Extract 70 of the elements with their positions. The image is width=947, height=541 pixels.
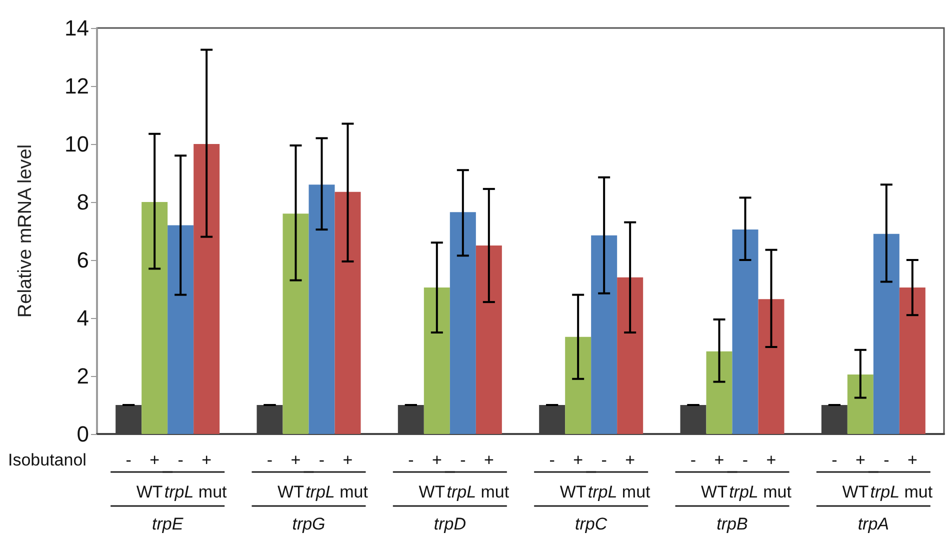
text: + <box>573 450 584 470</box>
text: trpL mut <box>446 482 510 502</box>
text: + <box>625 450 636 470</box>
text: + <box>484 450 494 470</box>
text: WT <box>418 482 446 502</box>
y-tick-label: 8 <box>76 190 89 214</box>
x-tick-label: trpC <box>575 514 608 534</box>
text: + <box>766 450 776 470</box>
text: trpL mut <box>588 482 650 502</box>
x-tick-label: trpA <box>858 514 890 534</box>
text: + <box>855 450 866 470</box>
bar <box>450 212 476 434</box>
text: - <box>884 450 890 470</box>
text: - <box>690 450 696 470</box>
text: Isobutanol <box>8 450 86 470</box>
text: WT <box>560 482 586 502</box>
text: + <box>150 450 160 470</box>
bar <box>565 336 592 434</box>
bar <box>591 235 618 434</box>
text: trpL mut <box>306 482 368 502</box>
y-tick-label: 4 <box>76 306 89 330</box>
text: - <box>178 450 184 470</box>
text: - <box>460 450 466 470</box>
text: - <box>126 450 132 470</box>
bar <box>873 234 900 434</box>
text: + <box>202 450 212 470</box>
y-tick-label: 0 <box>76 422 89 446</box>
x-tick-label: trpB <box>716 514 748 534</box>
text: + <box>907 450 918 470</box>
text: + <box>290 450 301 470</box>
bar <box>706 351 732 434</box>
text: - <box>742 450 748 470</box>
text: + <box>714 450 724 470</box>
text: - <box>408 450 414 470</box>
text: + <box>342 450 353 470</box>
text: trpL mut <box>870 482 933 502</box>
bar <box>308 184 335 434</box>
text: - <box>266 450 273 470</box>
x-tick-label: trpD <box>434 514 466 534</box>
y-tick-label: 12 <box>64 74 89 98</box>
bar <box>194 144 220 434</box>
x-tick-label: trpE <box>152 514 184 534</box>
text: - <box>601 450 607 470</box>
text: WT <box>701 482 728 502</box>
bar <box>899 288 926 434</box>
bar <box>334 192 361 434</box>
text: + <box>432 450 442 470</box>
y-tick-label: 2 <box>76 364 89 388</box>
bar <box>617 277 644 434</box>
bar <box>758 299 784 434</box>
text: trpL mut <box>729 482 792 502</box>
text: WT <box>278 482 304 502</box>
bar <box>168 225 194 434</box>
text: - <box>318 450 325 470</box>
bar <box>847 374 874 434</box>
y-axis-title: Relative mRNA level <box>15 144 36 318</box>
bar <box>476 246 502 434</box>
bar <box>282 214 309 434</box>
bar <box>732 230 758 434</box>
text: WT <box>136 482 163 502</box>
text: - <box>549 450 555 470</box>
text: trpL mut <box>164 482 228 502</box>
x-tick-label: trpG <box>292 514 326 534</box>
bar <box>424 288 450 434</box>
text: WT <box>842 482 869 502</box>
y-tick-label: 10 <box>64 132 89 156</box>
y-tick-label: 14 <box>64 16 89 40</box>
text: - <box>832 450 838 470</box>
y-tick-label: 6 <box>76 248 89 272</box>
bar <box>142 202 168 434</box>
